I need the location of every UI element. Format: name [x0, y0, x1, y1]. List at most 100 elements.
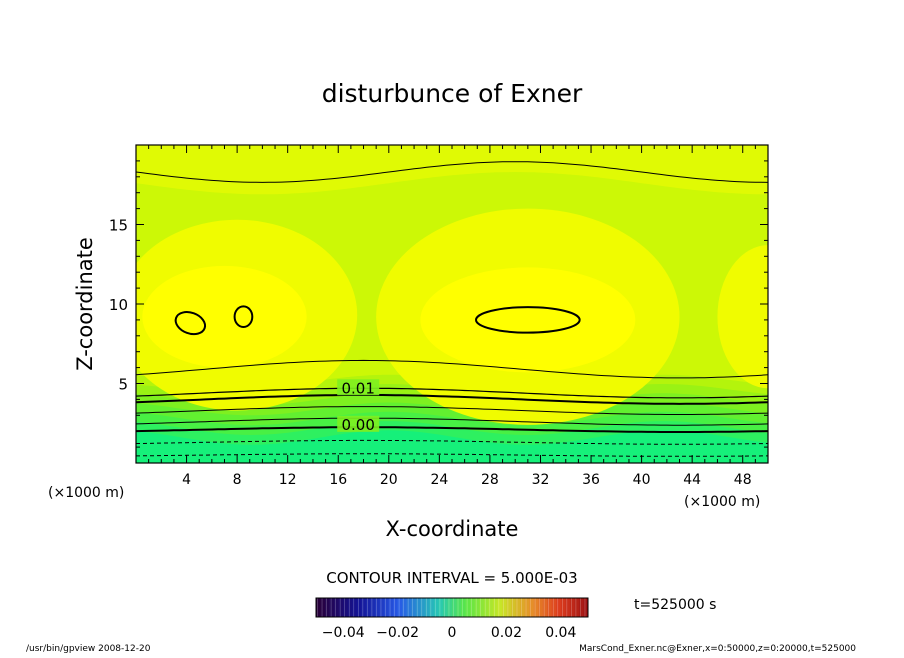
- colorbar-tick-label: 0: [448, 625, 457, 641]
- x-tick-label: 36: [582, 472, 600, 488]
- colorbar-cell: [565, 598, 571, 617]
- colorbar-cell: [456, 598, 462, 617]
- x-tick-label: 24: [430, 472, 448, 488]
- x-tick-label: 40: [633, 472, 651, 488]
- x-unit-right: (×1000 m): [684, 494, 760, 510]
- contour-label-bg: [337, 379, 380, 396]
- time-label: t=525000 s: [634, 597, 716, 613]
- colorbar-cell: [556, 598, 562, 617]
- colorbar-cell: [361, 598, 367, 617]
- colorbar-cell: [479, 598, 485, 617]
- colorbar-cell: [547, 598, 553, 617]
- colorbar-cell: [420, 598, 426, 617]
- contour-closed: [174, 311, 207, 336]
- colorbar-cell: [488, 598, 494, 617]
- x-tick-label: 20: [380, 472, 398, 488]
- colorbar-cell: [533, 598, 539, 617]
- colorbar-cell: [320, 598, 326, 617]
- x-tick-label: 48: [734, 472, 752, 488]
- x-tick-label: 12: [279, 472, 297, 488]
- colorbar-cell: [461, 598, 466, 617]
- x-unit-left: (×1000 m): [48, 485, 124, 501]
- contour-label: 0.00: [341, 416, 374, 434]
- contour-line: [136, 161, 768, 183]
- contour-line: [136, 439, 768, 445]
- colorbar-cell: [583, 598, 589, 617]
- contour-lines: [136, 161, 768, 457]
- colorbar-cell: [338, 598, 344, 617]
- colorbar-cell: [474, 598, 480, 617]
- colorbar-cell: [529, 598, 534, 617]
- colorbar-cell: [442, 598, 448, 617]
- colorbar-tick-label: 0.02: [491, 625, 522, 641]
- x-tick-label: 44: [683, 472, 701, 488]
- colorbar-cell: [574, 598, 580, 617]
- colorbar-cell: [343, 598, 349, 617]
- colorbar-cell: [325, 598, 330, 617]
- x-tick-label: 28: [481, 472, 499, 488]
- colorbar-cell: [452, 598, 457, 617]
- colorbar-cell: [397, 598, 403, 617]
- colorbar-cell: [551, 598, 557, 617]
- colorbar-cell: [465, 598, 471, 617]
- colorbar-tick-labels: −0.04 −0.02 0 0.02 0.04: [322, 625, 577, 641]
- contour-closed: [233, 305, 254, 329]
- y-tick-label: 10: [109, 296, 128, 314]
- y-axis-label: Z-coordinate: [73, 237, 97, 371]
- y-tick-label: 15: [109, 217, 128, 235]
- colorbar-cell: [347, 598, 353, 617]
- footer-right: MarsCond_Exner.nc@Exner,x=0:50000,z=0:20…: [579, 644, 856, 654]
- footer-left: /usr/bin/gpview 2008-12-20: [26, 644, 151, 654]
- colorbar-cell: [370, 598, 376, 617]
- colorbar-cell: [438, 598, 444, 617]
- colorbar-tick-label: −0.04: [322, 625, 365, 641]
- colorbar-cell: [492, 598, 498, 617]
- plot-area: [136, 145, 768, 463]
- x-tick-label: 4: [182, 472, 191, 488]
- colorbar-cell: [365, 598, 371, 617]
- chart-title: disturbunce of Exner: [322, 79, 583, 108]
- contour-line: [136, 453, 768, 457]
- contour-line: [136, 426, 768, 433]
- colorbar-cell: [501, 598, 507, 617]
- colorbar-cell: [374, 598, 380, 617]
- colorbar-cell: [542, 598, 548, 617]
- colorbar-cell: [429, 598, 435, 617]
- colorbar-cell: [415, 598, 421, 617]
- colorbar-tick-label: 0.04: [545, 625, 576, 641]
- colorbar-cell: [497, 598, 503, 617]
- contour-line: [136, 359, 768, 379]
- x-tick-label: 32: [532, 472, 550, 488]
- y-tick-label: 5: [118, 376, 128, 394]
- x-axis-label: X-coordinate: [386, 517, 519, 541]
- colorbar-cell: [424, 598, 430, 617]
- colorbar-cell: [433, 598, 439, 617]
- colorbar-cell: [393, 598, 398, 617]
- colorbar-cell: [352, 598, 358, 617]
- x-tick-label: 8: [233, 472, 242, 488]
- fill-maximum: [717, 245, 768, 389]
- colorbar-cell: [515, 598, 521, 617]
- colorbar-cell: [578, 598, 584, 617]
- x-tick-label: 16: [329, 472, 347, 488]
- colorbar-cell: [520, 598, 525, 617]
- contour-labels: 0.01 0.00: [337, 379, 380, 434]
- colorbar-cell: [510, 598, 516, 617]
- colorbar-cell: [316, 598, 321, 617]
- colorbar-cell: [406, 598, 412, 617]
- colorbar-cell: [470, 598, 475, 617]
- colorbar-cell: [524, 598, 530, 617]
- contour-line: [136, 406, 768, 415]
- colorbar-cell: [447, 598, 453, 617]
- fill-maximum: [420, 267, 636, 373]
- colorbar-cell: [384, 598, 389, 617]
- contour-closed: [475, 306, 581, 334]
- colorbar-cell: [411, 598, 417, 617]
- colorbar-cell: [329, 598, 335, 617]
- contour-interval-label: CONTOUR INTERVAL = 5.000E-03: [326, 569, 577, 587]
- contour-line: [136, 387, 768, 399]
- colorbar-cell: [334, 598, 339, 617]
- colorbar-cell: [483, 598, 489, 617]
